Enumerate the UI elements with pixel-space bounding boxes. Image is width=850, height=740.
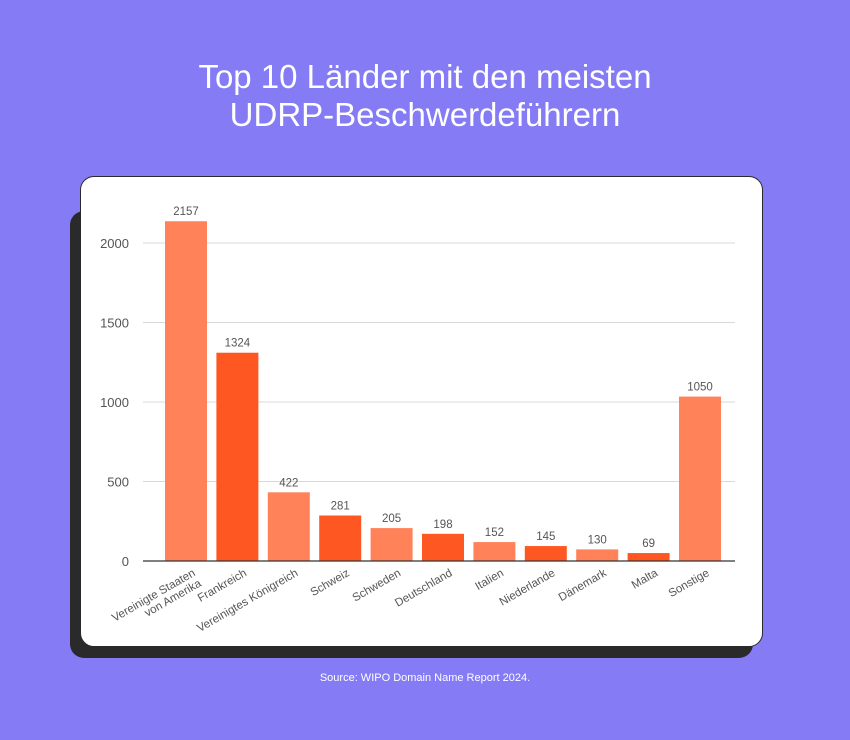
bar — [216, 352, 259, 561]
bar-chart: 0 500 1000 1500 2000 2157 Vereinigte Staatenvo… — [100, 206, 735, 635]
y-tick-label: 1500 — [100, 316, 129, 331]
data-label: 198 — [433, 519, 452, 531]
data-label: 422 — [279, 477, 298, 489]
x-tick-label-line: Deutschland — [393, 567, 454, 609]
bar — [473, 542, 516, 561]
bar — [422, 533, 464, 561]
bar — [679, 396, 721, 561]
bar — [165, 221, 207, 562]
x-tick-label: Vereinigte Staatenvon Amerika — [110, 567, 204, 635]
x-tick-label-line: Schweiz — [309, 567, 352, 599]
chart-title-line1: Top 10 Länder mit den meisten — [198, 58, 652, 95]
x-tick-label: Deutschland — [393, 567, 454, 609]
data-label: 69 — [642, 538, 655, 550]
x-tick-label: Italien — [473, 567, 506, 593]
bar — [524, 546, 567, 561]
x-tick-label-line: Sonstige — [667, 567, 712, 600]
chart-title: Top 10 Länder mit den meisten UDRP-Besch… — [0, 58, 850, 134]
x-tick-label-line: Malta — [630, 567, 661, 592]
x-tick-label: Dänemark — [557, 567, 609, 604]
x-tick-label-line: Niederlande — [498, 567, 558, 608]
bar — [576, 549, 619, 561]
bar — [370, 528, 413, 561]
x-tick-label-line: Dänemark — [557, 567, 609, 604]
data-label: 205 — [382, 513, 401, 525]
data-label: 1324 — [225, 338, 251, 350]
x-tick-label-line: Italien — [473, 567, 506, 593]
source-note: Source: WIPO Domain Name Report 2024. — [319, 672, 531, 684]
bar — [319, 515, 362, 561]
x-tick-label: Schweiz — [309, 567, 352, 599]
y-tick-label: 1000 — [100, 395, 129, 410]
y-tick-label: 500 — [107, 475, 129, 490]
chart-title-line2: UDRP-Beschwerdeführern — [229, 96, 621, 133]
chart-card: 0 500 1000 1500 2000 2157 Vereinigte Staatenvo… — [80, 176, 763, 647]
x-tick-label: Niederlande — [498, 567, 558, 608]
y-tick-label: 2000 — [100, 236, 129, 251]
data-label: 145 — [536, 531, 555, 543]
data-label: 152 — [485, 527, 504, 539]
data-label: 1050 — [687, 382, 713, 394]
bar — [627, 553, 670, 561]
y-tick-label: 0 — [122, 554, 129, 569]
x-tick-label: Malta — [630, 567, 661, 592]
x-tick-label: Sonstige — [667, 567, 712, 600]
data-label: 281 — [331, 501, 350, 513]
data-label: 130 — [588, 534, 607, 546]
bar — [267, 492, 310, 561]
data-label: 2157 — [173, 206, 199, 218]
